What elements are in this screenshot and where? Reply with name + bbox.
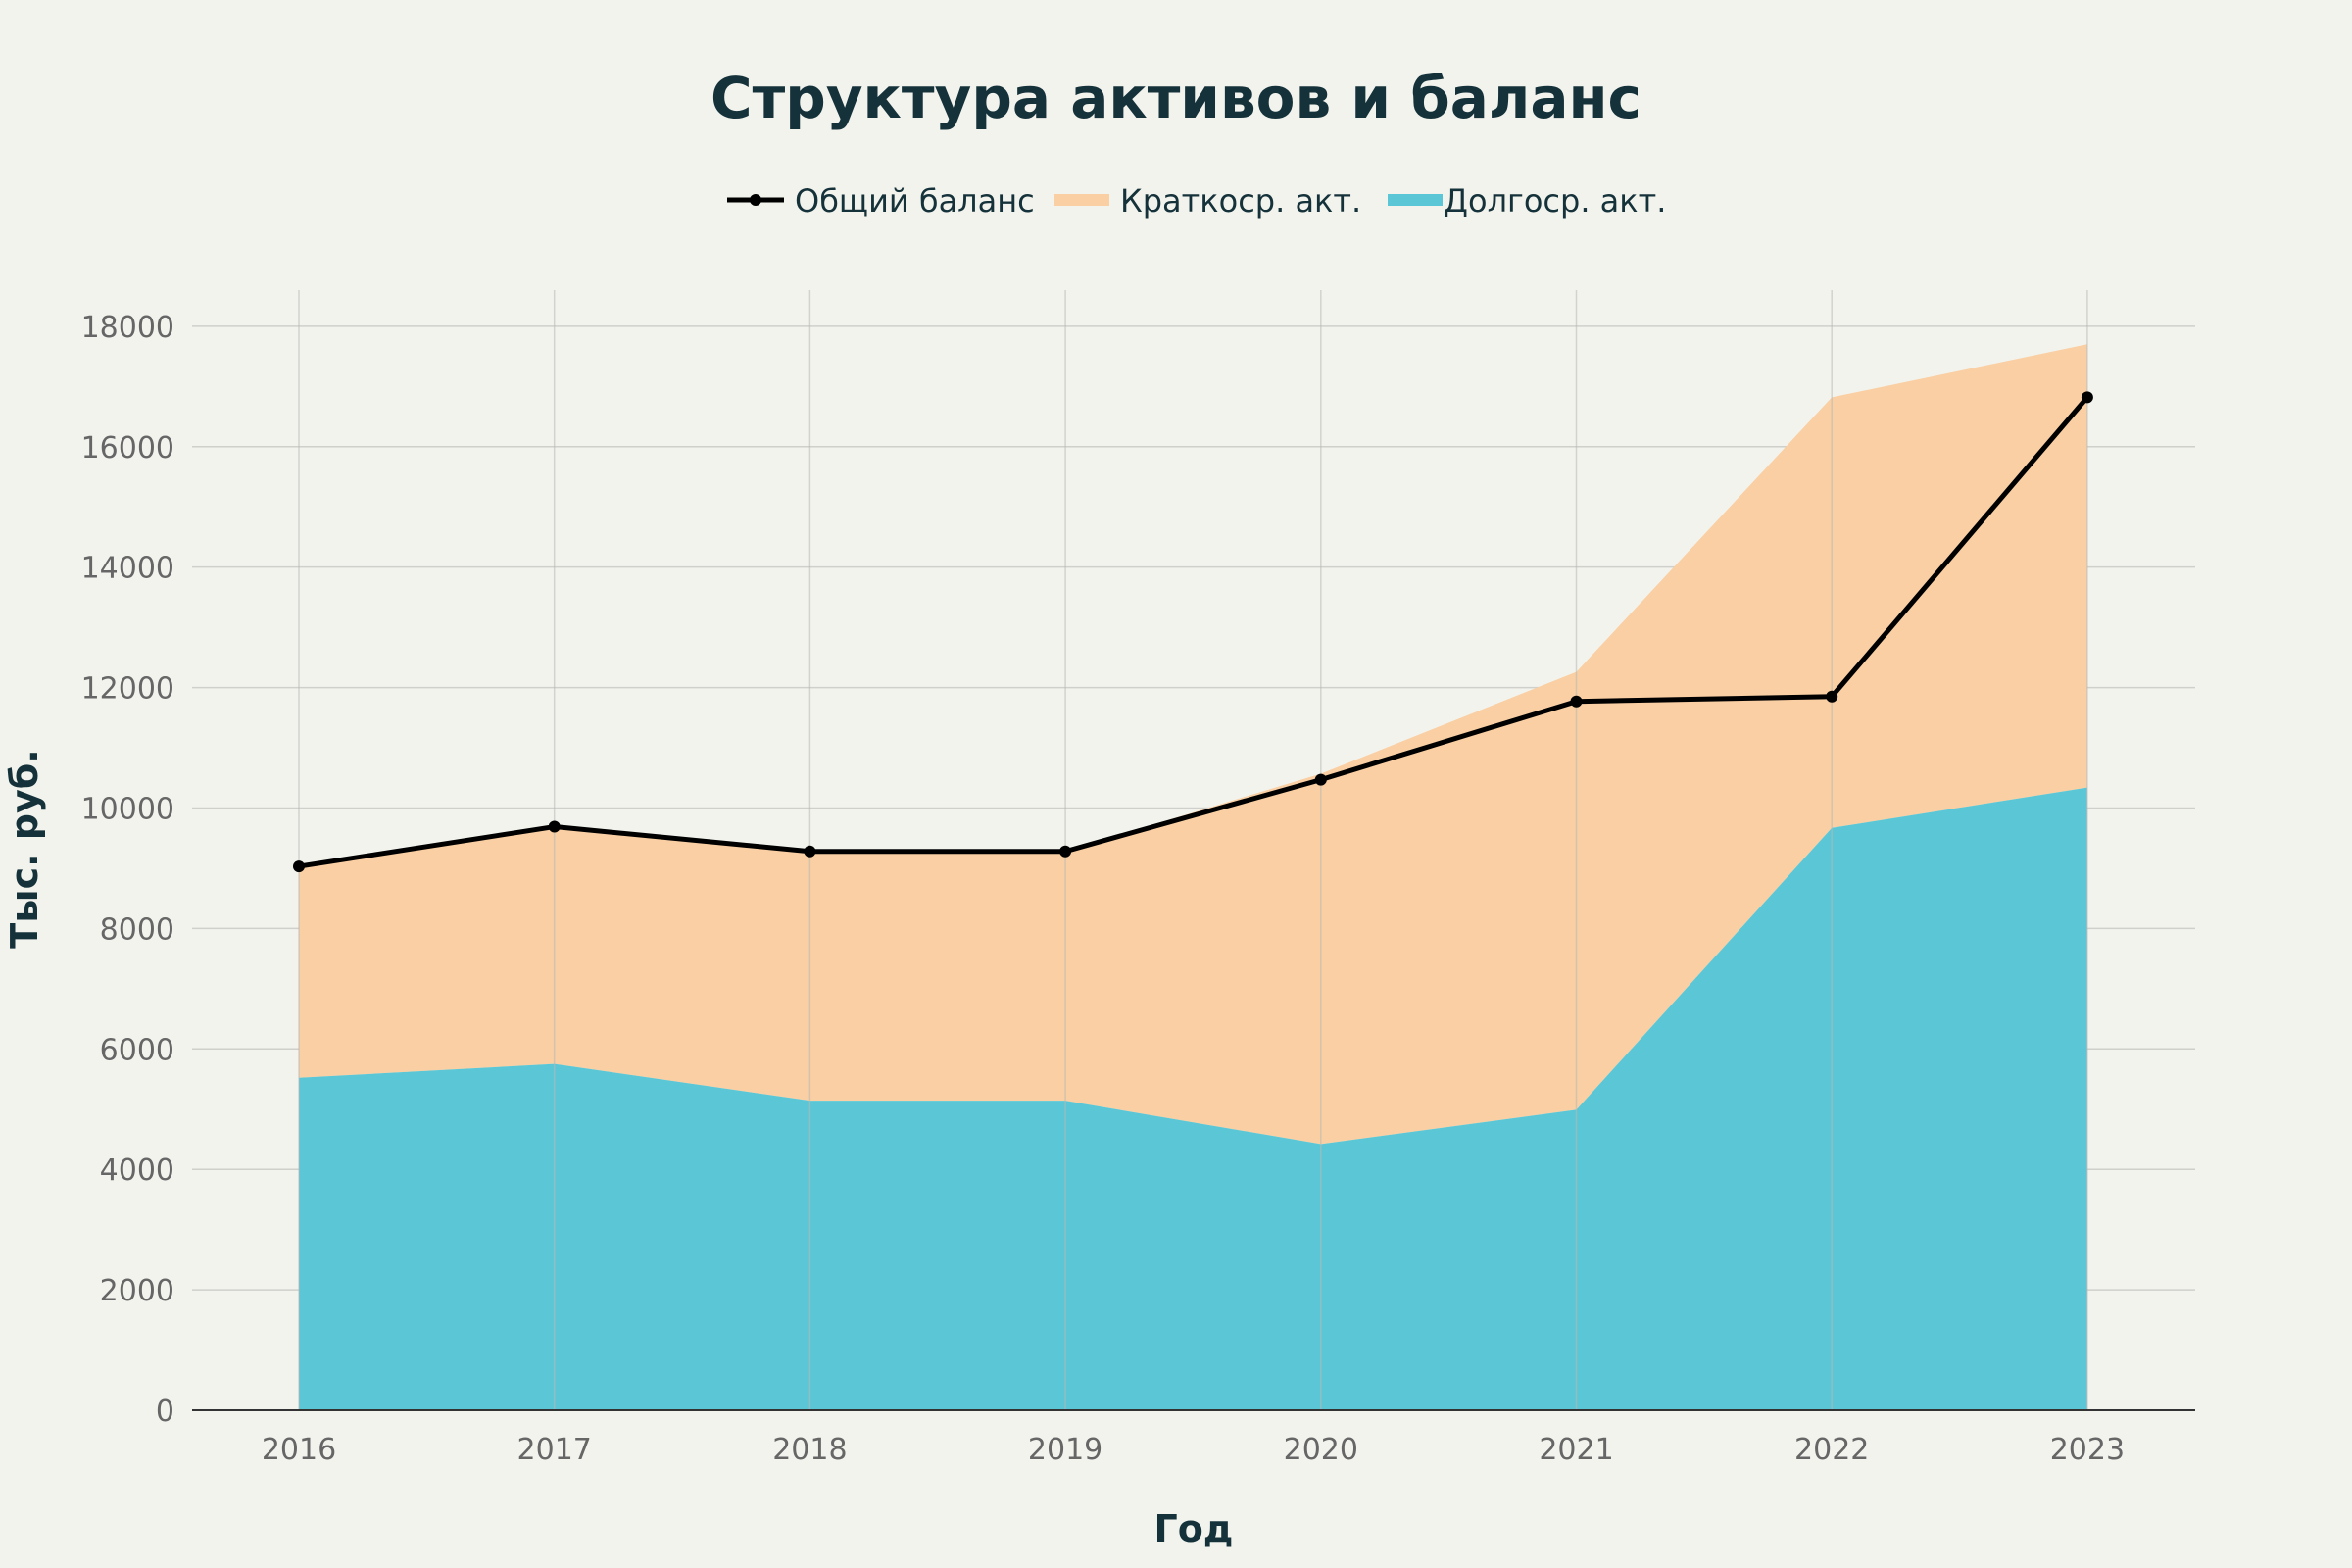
legend-item-long-term-assets[interactable]: Долгоср. акт. bbox=[1388, 182, 1666, 220]
data-point-total-balance[interactable] bbox=[1826, 690, 1838, 703]
x-tick-label: 2020 bbox=[1284, 1433, 1358, 1467]
balance-line-layer bbox=[293, 391, 2093, 873]
x-axis-ticks: 2016 2017 2018 2019 2020 2021 2022 2023 bbox=[262, 1433, 2125, 1467]
legend: Общий баланс Краткоср. акт. Долгоср. акт… bbox=[727, 182, 1666, 220]
data-point-total-balance[interactable] bbox=[2081, 391, 2093, 404]
legend-swatch-short-term-assets bbox=[1054, 194, 1109, 206]
y-tick-label: 2000 bbox=[100, 1274, 174, 1308]
x-tick-label: 2019 bbox=[1028, 1433, 1102, 1467]
series-line-total-balance bbox=[298, 395, 2089, 869]
x-tick-label: 2022 bbox=[1794, 1433, 1869, 1467]
y-tick-label: 16000 bbox=[81, 431, 174, 466]
y-tick-label: 8000 bbox=[100, 912, 174, 947]
legend-label-total-balance: Общий баланс bbox=[795, 182, 1035, 220]
data-point-total-balance[interactable] bbox=[548, 820, 561, 833]
x-tick-label: 2018 bbox=[772, 1433, 847, 1467]
legend-marker-total-balance bbox=[750, 194, 761, 206]
y-axis-title: Тыс. руб. bbox=[3, 749, 46, 948]
y-tick-label: 4000 bbox=[100, 1153, 174, 1188]
area-short-term-assets bbox=[299, 344, 2087, 1145]
x-axis-title: Год bbox=[1153, 1507, 1233, 1550]
y-tick-label: 10000 bbox=[81, 792, 174, 826]
y-axis-ticks: 0 2000 4000 6000 8000 10000 12000 14000 16000 180… bbox=[81, 311, 174, 1429]
legend-item-total-balance[interactable]: Общий баланс bbox=[727, 182, 1035, 220]
legend-item-short-term-assets[interactable]: Краткоср. акт. bbox=[1054, 182, 1361, 220]
data-point-total-balance[interactable] bbox=[1570, 695, 1583, 708]
data-point-total-balance[interactable] bbox=[293, 860, 305, 873]
y-tick-label: 6000 bbox=[100, 1033, 174, 1067]
legend-label-short-term-assets: Краткоср. акт. bbox=[1120, 182, 1361, 220]
y-tick-label: 18000 bbox=[81, 311, 174, 345]
data-point-total-balance[interactable] bbox=[1314, 773, 1327, 786]
chart-title: Структура активов и баланс bbox=[710, 65, 1642, 131]
y-tick-label: 14000 bbox=[81, 552, 174, 586]
x-tick-label: 2016 bbox=[262, 1433, 336, 1467]
x-tick-label: 2021 bbox=[1539, 1433, 1613, 1467]
legend-label-long-term-assets: Долгоср. акт. bbox=[1444, 182, 1666, 220]
x-tick-label: 2023 bbox=[2050, 1433, 2125, 1467]
y-tick-label: 12000 bbox=[81, 672, 174, 707]
legend-swatch-long-term-assets bbox=[1388, 194, 1443, 206]
data-point-total-balance[interactable] bbox=[804, 845, 816, 858]
stacked-areas bbox=[299, 344, 2087, 1410]
y-tick-label: 0 bbox=[156, 1395, 174, 1429]
x-tick-label: 2017 bbox=[517, 1433, 592, 1467]
area-long-term-assets bbox=[299, 787, 2087, 1410]
data-point-total-balance[interactable] bbox=[1059, 845, 1072, 858]
